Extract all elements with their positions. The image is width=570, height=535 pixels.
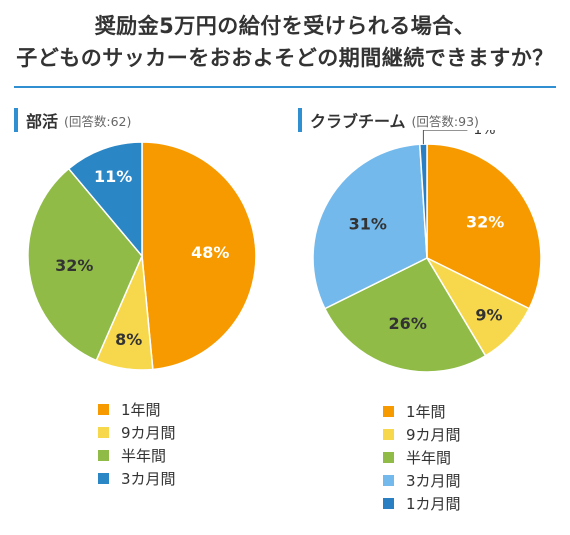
pie-slice xyxy=(426,143,542,310)
slice-label: 9% xyxy=(475,306,502,325)
slice-label: 32% xyxy=(55,256,93,275)
pie-right-title: クラブチーム xyxy=(310,112,406,131)
legend-item: 9カ月間 xyxy=(383,423,461,446)
pie-left-subtitle: (回答数:62) xyxy=(64,113,132,129)
pie-right-subtitle: (回答数:93) xyxy=(411,113,479,129)
leader-line xyxy=(422,130,468,145)
legend-swatch xyxy=(98,404,109,415)
legend-label: 9カ月間 xyxy=(406,426,461,444)
legend-label: 1年間 xyxy=(406,403,446,421)
pie-slice xyxy=(141,141,257,371)
legend-label: 3カ月間 xyxy=(406,472,461,490)
legend-club-team: 1年間 9カ月間半年間 3カ月間 1カ月間 xyxy=(383,400,461,515)
legend-label: 1年間 xyxy=(121,401,161,419)
legend-label: 1カ月間 xyxy=(406,495,461,513)
legend-item: 1年間 xyxy=(383,400,461,423)
slice-label: 1% xyxy=(473,130,495,138)
slice-label: 32% xyxy=(466,212,504,231)
pie-right-heading: クラブチーム (回答数:93) xyxy=(298,108,479,132)
slice-label: 11% xyxy=(94,167,132,186)
pie-slice xyxy=(27,167,143,362)
legend-label: 半年間 xyxy=(121,447,167,465)
legend-label: 3カ月間 xyxy=(121,470,176,488)
legend-item: 1年間 xyxy=(98,398,176,421)
pie-chart-bukatsu: 48% 8% 32% 11% xyxy=(27,141,257,371)
chart-title-line2: 子どものサッカーをおおよそどの期間継続できますか？ xyxy=(16,46,554,70)
slice-label: 26% xyxy=(389,314,427,333)
slice-label: 8% xyxy=(115,330,142,349)
legend-item: 半年間 xyxy=(98,444,176,467)
legend-swatch xyxy=(383,452,394,463)
pie-slice xyxy=(312,143,428,310)
legend-item: 3カ月間 xyxy=(383,469,461,492)
pie-left-title: 部活 xyxy=(26,112,59,131)
chart-title: 奨励金5万円の給付を受けられる場合、 子どものサッカーをおおよそどの期間継続でき… xyxy=(0,10,570,74)
chart-title-line1: 奨励金5万円の給付を受けられる場合、 xyxy=(94,14,476,38)
legend-swatch xyxy=(98,450,109,461)
title-divider xyxy=(14,86,556,88)
legend-swatch xyxy=(383,498,394,509)
slice-label: 31% xyxy=(349,214,387,233)
legend-swatch xyxy=(383,406,394,417)
slice-label: 48% xyxy=(191,243,229,262)
legend-item: 9カ月間 xyxy=(98,421,176,444)
pie-slice xyxy=(323,257,487,373)
legend-swatch xyxy=(383,429,394,440)
pie-slice xyxy=(67,141,143,259)
legend-item: 半年間 xyxy=(383,446,461,469)
legend-bukatsu: 1年間 9カ月間半年間 3カ月間 xyxy=(98,398,176,490)
legend-swatch xyxy=(98,473,109,484)
legend-label: 9カ月間 xyxy=(121,424,176,442)
legend-item: 1カ月間 xyxy=(383,492,461,515)
legend-label: 半年間 xyxy=(406,449,452,467)
legend-swatch xyxy=(383,475,394,486)
pie-chart-club-team: 32% 9% 26% 31% 1% xyxy=(312,130,542,373)
legend-item: 3カ月間 xyxy=(98,467,176,490)
legend-swatch xyxy=(98,427,109,438)
pie-left-heading: 部活 (回答数:62) xyxy=(14,108,131,132)
